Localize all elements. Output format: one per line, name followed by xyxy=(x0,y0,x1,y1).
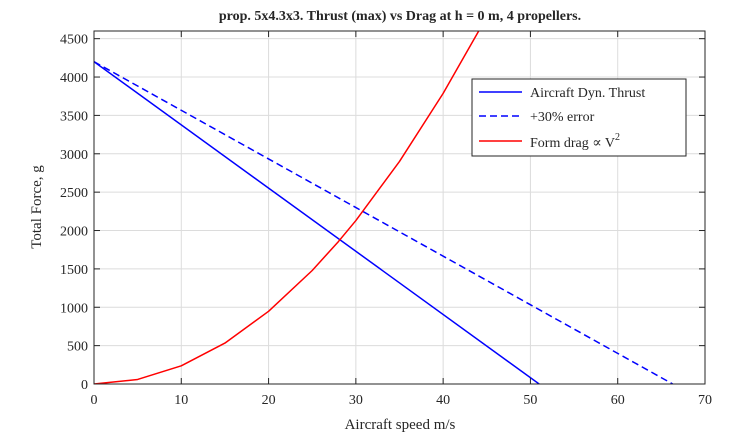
y-tick-label: 4000 xyxy=(60,71,88,86)
y-tick-label: 2500 xyxy=(60,186,88,201)
y-axis-label: Total Force, g xyxy=(29,165,45,249)
y-tick-label: 4500 xyxy=(60,33,88,48)
y-tick-label: 1000 xyxy=(60,301,88,316)
y-tick-label: 3500 xyxy=(60,109,88,124)
y-tick-label: 1500 xyxy=(60,263,88,278)
y-tick-labels: 0 500 1000 1500 2000 2500 3000 3500 4000 4500 xyxy=(60,33,88,393)
tick-marks xyxy=(93,31,706,385)
x-tick-label: 0 xyxy=(91,393,98,408)
y-tick-label: 2000 xyxy=(60,225,88,240)
series-line-thrust xyxy=(94,61,540,384)
x-tick-label: 20 xyxy=(262,393,276,408)
series-group xyxy=(94,31,674,384)
y-tick-label: 0 xyxy=(81,378,88,393)
series-line-drag xyxy=(94,31,480,384)
x-tick-label: 50 xyxy=(523,393,537,408)
legend-label-drag-sup: 2 xyxy=(615,132,620,143)
x-axis-label: Aircraft speed m/s xyxy=(345,417,456,432)
legend-label-thrust: Aircraft Dyn. Thrust xyxy=(530,86,645,101)
y-tick-label: 3000 xyxy=(60,148,88,163)
x-tick-label: 10 xyxy=(174,393,188,408)
legend-label-drag: Form drag ∝ V2 xyxy=(530,132,620,151)
chart-title: prop. 5x4.3x3. Thrust (max) vs Drag at h… xyxy=(219,9,581,24)
legend: Aircraft Dyn. Thrust +30% error Form dra… xyxy=(471,78,687,157)
series-line-error xyxy=(94,61,674,384)
legend-label-drag-main: Form drag ∝ V xyxy=(530,136,615,151)
x-tick-label: 30 xyxy=(349,393,363,408)
plot-frame xyxy=(93,30,706,385)
x-tick-label: 40 xyxy=(436,393,450,408)
y-tick-label: 500 xyxy=(67,340,88,355)
x-tick-label: 60 xyxy=(611,393,625,408)
x-tick-labels: 0 10 20 30 40 50 60 70 xyxy=(91,393,713,408)
x-tick-label: 70 xyxy=(698,393,712,408)
legend-label-error: +30% error xyxy=(530,110,595,125)
